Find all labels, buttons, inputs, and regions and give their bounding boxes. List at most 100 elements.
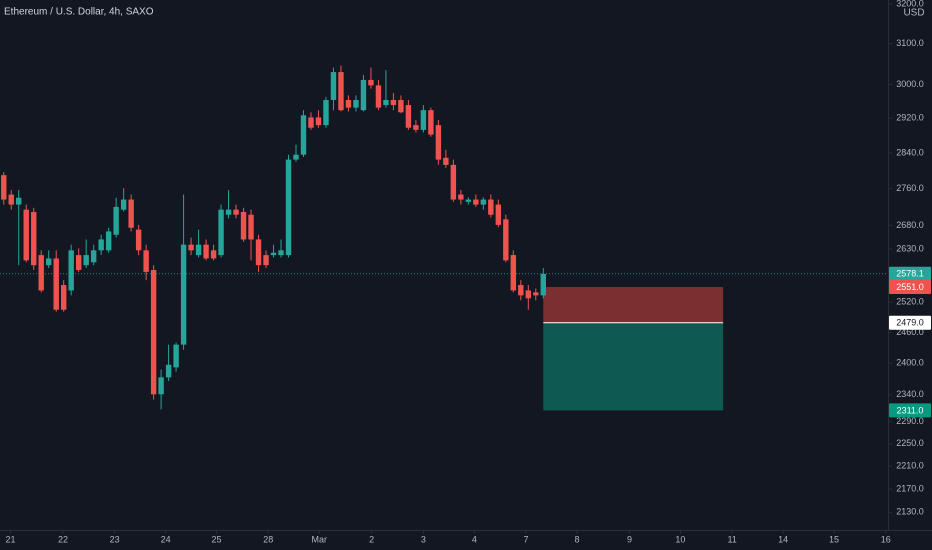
y-tick-label: 2130.0 <box>896 507 924 517</box>
candle-body <box>173 344 179 368</box>
x-tick-label: 24 <box>161 534 171 544</box>
y-tick-label: 3200.0 <box>896 0 924 8</box>
candle-body <box>83 255 89 266</box>
candle-body <box>188 244 194 251</box>
x-tick-label: 25 <box>212 534 222 544</box>
candle-body <box>113 206 119 235</box>
y-tick-label: 2170.0 <box>896 483 924 493</box>
candle-body <box>375 85 382 108</box>
candle-body <box>240 211 247 240</box>
candle-body <box>263 255 269 266</box>
candle-body <box>38 255 44 291</box>
stop-label: 2551.0 <box>896 282 924 292</box>
x-tick-label: 2 <box>369 534 374 544</box>
y-tick-label: 2520.0 <box>896 297 924 307</box>
target-badge <box>889 403 931 418</box>
candle-body <box>383 100 389 106</box>
candle-body <box>300 115 307 155</box>
candle-body <box>98 239 104 251</box>
candle-body <box>323 100 329 126</box>
candle-body <box>428 110 434 135</box>
currency-label: USD <box>903 8 924 19</box>
candle-body <box>308 117 314 128</box>
candle-body <box>233 209 239 215</box>
x-tick-label: 8 <box>575 534 580 544</box>
candle-body <box>46 258 52 266</box>
candle-body <box>270 252 277 256</box>
y-tick-label: 2210.0 <box>896 461 924 471</box>
x-tick-label: 10 <box>675 534 685 544</box>
candle-body <box>75 255 82 270</box>
y-tick-label: 2920.0 <box>896 113 924 123</box>
y-tick-label: 3100.0 <box>896 38 924 48</box>
candle-body <box>158 377 164 395</box>
candle-body <box>330 72 337 101</box>
x-tick-label: 7 <box>524 534 529 544</box>
candle-body <box>16 197 22 205</box>
candle-body <box>180 244 187 345</box>
candle-body <box>480 199 487 205</box>
candle-body <box>360 79 367 111</box>
y-tick-label: 2840.0 <box>896 147 924 157</box>
candle-body <box>338 72 344 111</box>
candle-body <box>488 199 494 215</box>
candle-body <box>150 269 157 395</box>
x-tick-label: 21 <box>5 534 15 544</box>
candle-body <box>540 273 546 296</box>
candle-body <box>255 239 262 266</box>
candle-body <box>405 105 412 128</box>
candle-body <box>465 199 472 202</box>
x-tick-label: 22 <box>58 534 68 544</box>
candle-body <box>413 125 419 130</box>
candle-body <box>398 100 404 113</box>
candle-body <box>533 292 539 296</box>
x-tick-label: 28 <box>263 534 273 544</box>
chart-title: Ethereum / U.S. Dollar, 4h, SAXO <box>4 7 154 18</box>
candle-body <box>225 209 232 215</box>
x-tick-label: 14 <box>778 534 788 544</box>
x-tick-label: 15 <box>829 534 839 544</box>
candle-body <box>165 364 172 378</box>
candle-body <box>458 194 464 200</box>
candle-body <box>218 209 224 256</box>
candle-body <box>53 258 59 310</box>
y-tick-label: 2630.0 <box>896 243 924 253</box>
candle-body <box>23 209 29 261</box>
candle-body <box>315 117 322 126</box>
last-price-badge <box>889 266 931 281</box>
x-tick-label: 9 <box>627 534 632 544</box>
x-tick-label: 23 <box>110 534 120 544</box>
y-tick-label: 2760.0 <box>896 183 924 193</box>
candle-body <box>1 175 7 200</box>
candle-body <box>135 229 142 251</box>
candle-body <box>60 285 67 310</box>
stop-zone <box>543 287 724 323</box>
last-price-label: 2578.1 <box>896 269 924 279</box>
candle-body <box>345 100 352 108</box>
candle-body <box>105 231 112 251</box>
y-tick-label: 2460.0 <box>896 327 924 337</box>
candle-body <box>420 110 427 130</box>
candle-body <box>450 164 457 200</box>
candle-body <box>128 199 134 228</box>
candle-body <box>518 285 524 296</box>
candle-body <box>195 244 202 256</box>
target-label: 2311.0 <box>897 405 924 415</box>
candle-body <box>248 214 254 240</box>
target-zone <box>543 322 724 411</box>
entry-label: 2479.0 <box>896 318 924 328</box>
y-tick-label: 2680.0 <box>896 220 924 230</box>
x-tick-label: 4 <box>472 534 477 544</box>
y-tick-label: 2340.0 <box>896 389 924 399</box>
y-tick-label: 2400.0 <box>896 358 924 368</box>
candle-body <box>8 194 14 205</box>
candle-body <box>31 211 37 266</box>
candle-body <box>120 199 127 210</box>
candle-body <box>525 290 532 299</box>
y-tick-label: 3000.0 <box>896 79 924 89</box>
y-tick-label: 2250.0 <box>896 438 924 448</box>
candle-body <box>435 125 442 160</box>
candle-body <box>68 250 74 291</box>
